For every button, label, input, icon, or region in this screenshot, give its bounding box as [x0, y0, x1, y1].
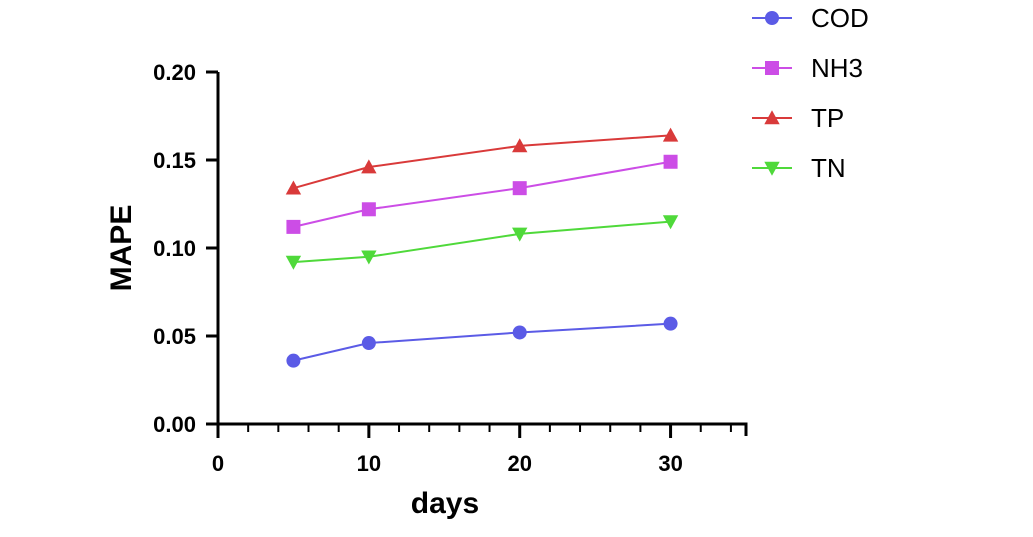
x-tick-label: 0: [212, 451, 224, 476]
legend-item-nh3: NH3: [752, 53, 863, 83]
data-point-tn: [285, 255, 302, 270]
data-point-tp: [512, 138, 528, 153]
data-point-nh3: [361, 202, 376, 217]
series-layer: [285, 127, 679, 368]
y-tick-label: 0.15: [153, 148, 196, 173]
series-tn: [285, 215, 679, 270]
x-tick-label: 10: [357, 451, 381, 476]
data-point-cod: [286, 353, 301, 368]
data-point-tp: [662, 127, 679, 142]
y-tick-label: 0.05: [153, 324, 196, 349]
legend-label-tp: TP: [811, 103, 844, 133]
series-nh3: [286, 154, 678, 234]
x-tick-label: 30: [658, 451, 682, 476]
y-tick-label: 0.10: [153, 236, 196, 261]
data-point-tp: [285, 180, 302, 195]
data-point-cod: [512, 325, 527, 340]
series-cod: [286, 316, 678, 368]
y-axis-title: MAPE: [105, 205, 138, 292]
legend-label-nh3: NH3: [811, 53, 863, 83]
y-tick-label: 0.00: [153, 412, 196, 437]
legend-label-cod: COD: [811, 3, 869, 33]
series-line-tp: [293, 134, 671, 190]
legend-marker-tn: [764, 161, 780, 176]
y-tick-label: 0.20: [153, 60, 196, 85]
legend-marker-cod: [765, 11, 779, 25]
x-tick-label: 20: [507, 451, 531, 476]
x-ticks: 0 10 20 30: [212, 424, 748, 476]
series-line-cod: [293, 322, 671, 362]
series-line-nh3: [293, 160, 671, 228]
data-point-nh3: [663, 154, 678, 169]
data-point-nh3: [512, 181, 527, 196]
legend-marker-tp: [764, 110, 780, 125]
data-point-cod: [663, 316, 678, 331]
data-point-tn: [512, 227, 528, 242]
legend-item-tn: TN: [752, 153, 846, 183]
axes: 0.00 0.05 0.10 0.15 0.20 0 10 20 30: [153, 60, 748, 476]
y-ticks: 0.00 0.05 0.10 0.15 0.20: [153, 60, 218, 437]
series-line-tn: [293, 220, 671, 264]
series-tp: [285, 127, 679, 195]
data-point-tn: [361, 250, 377, 265]
data-point-cod: [361, 336, 376, 351]
legend-item-cod: COD: [752, 3, 869, 33]
data-point-tp: [361, 159, 377, 174]
legend: COD NH3 TP TN: [752, 3, 869, 183]
data-point-nh3: [286, 219, 301, 234]
legend-label-tn: TN: [811, 153, 846, 183]
x-axis-title: days: [411, 487, 479, 520]
legend-marker-nh3: [765, 61, 779, 75]
legend-item-tp: TP: [752, 103, 844, 133]
data-point-tn: [662, 215, 679, 230]
